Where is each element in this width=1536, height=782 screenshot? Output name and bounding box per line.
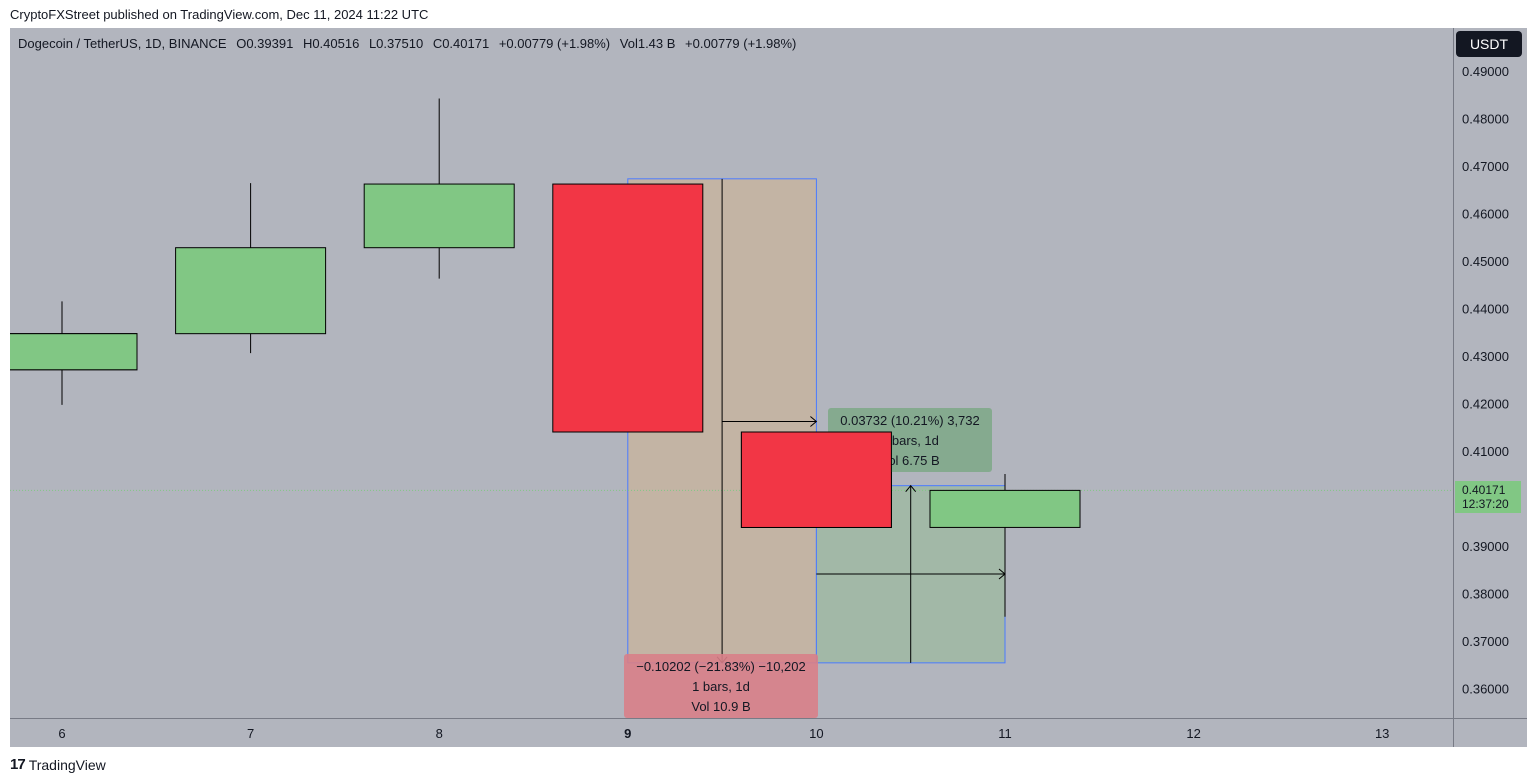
currency-button[interactable]: USDT bbox=[1456, 31, 1522, 57]
price-tick-0.37000: 0.37000 bbox=[1462, 634, 1509, 649]
candle-body bbox=[175, 247, 327, 335]
legend-close: C0.40171 bbox=[432, 36, 490, 51]
price-tick-0.38000: 0.38000 bbox=[1462, 587, 1509, 602]
candle-9 bbox=[552, 183, 704, 433]
price-tick-0.44000: 0.44000 bbox=[1462, 302, 1509, 317]
arrow-head bbox=[810, 416, 818, 427]
candle-8 bbox=[363, 98, 515, 279]
price-tick-0.36000: 0.36000 bbox=[1462, 682, 1509, 697]
footer: 17 TradingView bbox=[10, 756, 106, 773]
price-tick-0.41000: 0.41000 bbox=[1462, 444, 1509, 459]
candle-7 bbox=[175, 183, 327, 354]
measure-up-label-line2: 1 bars, 1d bbox=[881, 433, 939, 448]
price-tick-0.45000: 0.45000 bbox=[1462, 254, 1509, 269]
candle-partial bbox=[10, 333, 138, 371]
measure-down-label-line2: 1 bars, 1d bbox=[692, 679, 750, 694]
price-tick-0.43000: 0.43000 bbox=[1462, 349, 1509, 364]
price-tick-0.42000: 0.42000 bbox=[1462, 397, 1509, 412]
time-tick-11: 11 bbox=[998, 726, 1012, 741]
time-tick-13: 13 bbox=[1375, 726, 1389, 741]
price-tick-0.49000: 0.49000 bbox=[1462, 64, 1509, 79]
candle-body bbox=[10, 333, 138, 371]
candle-body bbox=[929, 489, 1081, 528]
legend-low: L0.37510 bbox=[368, 36, 424, 51]
measure-down-label-line3: Vol 10.9 B bbox=[691, 699, 750, 714]
publisher-line: CryptoFXStreet published on TradingView.… bbox=[10, 7, 429, 22]
candle-11 bbox=[929, 473, 1081, 617]
measure-down-label: −0.10202 (−21.83%) −10,202 1 bars, 1d Vol … bbox=[624, 654, 818, 718]
measure-up-label-line1: 0.03732 (10.21%) 3,732 bbox=[840, 413, 980, 428]
axis-corner bbox=[1453, 718, 1527, 747]
time-axis-labels: 6 7 8 9 10 11 12 13 bbox=[58, 726, 1389, 741]
chart-area[interactable]: −0.10202 (−21.83%) −10,202 1 bars, 1d Vol … bbox=[10, 28, 1453, 718]
time-tick-12: 12 bbox=[1186, 726, 1200, 741]
legend-change: +0.00779 (+1.98%) bbox=[498, 36, 611, 51]
price-tick-0.48000: 0.48000 bbox=[1462, 112, 1509, 127]
last-price-tag: 0.40171 12:37:20 bbox=[1455, 481, 1521, 513]
time-tick-9: 9 bbox=[624, 726, 631, 741]
time-tick-6: 6 bbox=[58, 726, 65, 741]
price-tick-0.39000: 0.39000 bbox=[1462, 539, 1509, 554]
legend-volume: Vol1.43 B bbox=[619, 36, 676, 51]
time-tick-8: 8 bbox=[436, 726, 443, 741]
footer-brand[interactable]: TradingView bbox=[28, 756, 106, 773]
time-tick-7: 7 bbox=[247, 726, 254, 741]
last-price-value: 0.40171 bbox=[1462, 483, 1506, 497]
price-tick-0.46000: 0.46000 bbox=[1462, 207, 1509, 222]
measure-up-arrow-h bbox=[816, 568, 1006, 580]
legend-open: O0.39391 bbox=[236, 36, 294, 51]
price-axis[interactable]: 0.36000 0.37000 0.38000 0.39000 0.41000 0.420… bbox=[1453, 28, 1527, 718]
measure-up-label-line3: Vol 6.75 B bbox=[880, 453, 939, 468]
measure-down-label-line1: −0.10202 (−21.83%) −10,202 bbox=[636, 659, 806, 674]
legend-high: H0.40516 bbox=[302, 36, 360, 51]
price-chart[interactable]: −0.10202 (−21.83%) −10,202 1 bars, 1d Vol … bbox=[10, 28, 1453, 718]
arrow-head bbox=[998, 568, 1006, 580]
price-tick-0.47000: 0.47000 bbox=[1462, 159, 1509, 174]
time-tick-10: 10 bbox=[809, 726, 823, 741]
measure-down-arrow-h bbox=[722, 416, 818, 427]
legend-volume-change: +0.00779 (+1.98%) bbox=[685, 36, 797, 51]
candle-10-overlay bbox=[740, 431, 892, 528]
symbol-legend: Dogecoin / TetherUS, 1D, BINANCE O0.3939… bbox=[18, 36, 802, 51]
time-axis[interactable]: 6 7 8 9 10 11 12 13 bbox=[10, 718, 1453, 747]
legend-symbol[interactable]: Dogecoin / TetherUS, 1D, BINANCE bbox=[18, 36, 227, 51]
bar-countdown: 12:37:20 bbox=[1462, 497, 1509, 511]
tradingview-logo-icon[interactable]: 17 bbox=[10, 756, 26, 773]
candle-body bbox=[552, 183, 704, 433]
price-axis-labels: 0.36000 0.37000 0.38000 0.39000 0.41000 0.420… bbox=[1462, 64, 1509, 697]
measure-down-label-bg bbox=[624, 654, 818, 718]
arrow-head bbox=[905, 484, 917, 492]
candle-body bbox=[363, 183, 515, 249]
